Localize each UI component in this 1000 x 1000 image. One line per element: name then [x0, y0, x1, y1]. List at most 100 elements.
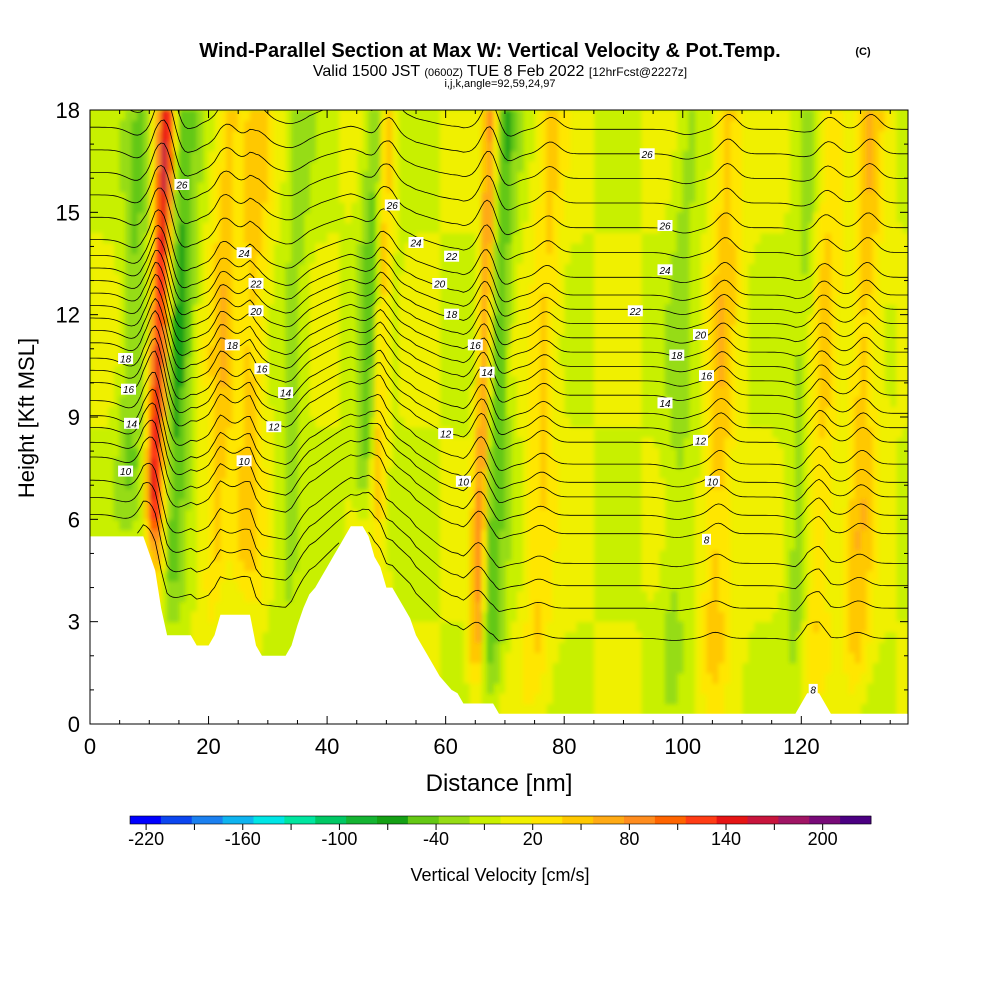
theta-contour	[90, 110, 908, 162]
contour-label: 26	[639, 148, 655, 161]
y-tick-label: 12	[56, 303, 80, 328]
x-axis-label: Distance [nm]	[426, 770, 573, 797]
contour-label: 14	[124, 417, 139, 430]
chart-title: Wind-Parallel Section at Max W: Vertical…	[199, 40, 780, 62]
contour-label: 12	[438, 428, 454, 441]
colorbar-swatch	[840, 816, 872, 824]
colorbar-swatch	[716, 816, 748, 824]
theta-contour	[90, 402, 908, 503]
contour-label: 24	[236, 247, 252, 260]
contour-label: 16	[699, 370, 714, 383]
terrain	[90, 526, 908, 724]
theta-contour	[90, 436, 908, 540]
contour-label: 14	[479, 366, 495, 379]
contour-label: 12	[693, 434, 708, 447]
theta-contour	[90, 462, 908, 569]
theta-contour	[90, 337, 908, 436]
colorbar-swatch	[685, 816, 718, 824]
theta-contour	[90, 119, 908, 186]
x-tick-label: 60	[433, 734, 457, 759]
x-tick-label: 0	[84, 734, 96, 759]
colorbar-tick-label: -100	[321, 829, 357, 849]
theta-contour	[90, 419, 908, 522]
theta-contour	[90, 325, 908, 421]
theta-contour	[90, 250, 908, 331]
contour-label: 8	[808, 683, 818, 696]
contour-label: 14	[657, 397, 673, 410]
contour-label: 12	[266, 421, 282, 434]
theta-contour	[90, 187, 908, 260]
theta-contour	[90, 285, 908, 374]
contour-label: 10	[455, 475, 471, 488]
colorbar-swatch	[469, 816, 501, 824]
contour-label: 22	[248, 278, 264, 291]
contour-label: 26	[174, 179, 190, 192]
y-tick-label: 3	[68, 610, 80, 635]
contour-label: 24	[657, 264, 673, 277]
colorbar-tick-label: 20	[523, 829, 543, 849]
contour-label: 16	[121, 383, 136, 396]
y-tick-label: 6	[68, 507, 80, 532]
theta-contour	[90, 388, 908, 489]
theta-contour	[90, 309, 908, 403]
grid-info: i,j,k,angle=92,59,24,97	[444, 78, 555, 90]
theta-contour	[90, 164, 908, 236]
colorbar-swatch	[624, 816, 656, 824]
theta-contour	[137, 524, 908, 642]
contour-label: 16	[467, 339, 483, 352]
colorbar-swatch	[593, 816, 625, 824]
theta-contour	[129, 110, 908, 137]
theta-contour	[90, 500, 908, 612]
axes: 0 20 40 60 80 100 120 0 3 6 9 12 15 18	[56, 98, 908, 759]
copyright-mark: (C)	[855, 46, 871, 58]
contour-label: 18	[118, 353, 134, 366]
theta-contour	[90, 209, 908, 285]
colorbar-swatch	[747, 816, 779, 824]
theta-contour	[90, 273, 908, 360]
contour-label: 14	[278, 387, 294, 400]
theta-contour	[90, 371, 908, 471]
contour-label: 24	[408, 237, 424, 250]
contour-label: 8	[702, 533, 711, 546]
colorbar-swatch	[160, 816, 193, 824]
contour-label: 18	[669, 349, 685, 362]
colorbar-tick-label: -220	[128, 829, 164, 849]
colorbar-swatch	[654, 816, 687, 824]
theta-contour	[90, 482, 908, 591]
colorbar-label: Vertical Velocity [cm/s]	[410, 865, 589, 885]
valid-time-line: Valid 1500 JST (0600Z) TUE 8 Feb 2022 [1…	[313, 63, 687, 80]
colorbar-swatch	[778, 816, 810, 824]
colorbar-swatch	[191, 816, 224, 824]
contour-labels: 8 8 10 10 10 10 12 12 12 14 14 14 14 16 16 16 16 18 18 18 18…	[118, 148, 818, 696]
colorbar-swatch	[562, 816, 594, 824]
y-tick-label: 15	[56, 200, 80, 225]
x-tick-label: 100	[664, 734, 701, 759]
contour-label: 20	[693, 329, 708, 342]
contour-label: 18	[224, 339, 240, 352]
x-tick-label: 80	[552, 734, 576, 759]
colorbar-tick-label: -160	[225, 829, 261, 849]
colorbar-swatch	[346, 816, 378, 824]
contour-label: 26	[384, 199, 400, 212]
y-axis-label: Height [Kft MSL]	[14, 338, 39, 498]
colorbar-swatch	[377, 816, 409, 824]
theta-contour	[90, 350, 908, 450]
contour-label: 20	[248, 305, 264, 318]
contour-label: 22	[444, 250, 460, 263]
colorbar-swatch	[284, 816, 316, 824]
colorbar-tick-label: 140	[711, 829, 741, 849]
x-tick-label: 120	[783, 734, 820, 759]
colorbar-swatch	[253, 816, 285, 824]
colorbar-swatch	[809, 816, 841, 824]
contour-label: 22	[627, 305, 643, 318]
contour-label: 18	[444, 308, 460, 321]
contour-label: 20	[432, 278, 448, 291]
x-tick-label: 40	[315, 734, 339, 759]
contour-label: 26	[657, 220, 673, 233]
theta-contour	[90, 261, 908, 346]
colorbar-tick-label: 80	[619, 829, 639, 849]
colorbar-tick-label: -40	[423, 829, 449, 849]
colorbar-swatch	[531, 816, 563, 824]
contour-label: 10	[236, 455, 252, 468]
colorbar-swatch	[222, 816, 254, 824]
